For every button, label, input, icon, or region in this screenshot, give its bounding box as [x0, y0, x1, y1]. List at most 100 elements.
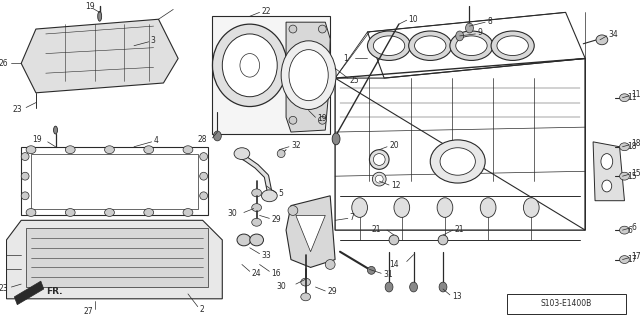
Ellipse shape	[620, 256, 629, 263]
Text: 9: 9	[477, 28, 482, 37]
Ellipse shape	[373, 36, 404, 56]
Ellipse shape	[277, 150, 285, 158]
Text: 26: 26	[0, 59, 8, 68]
Ellipse shape	[450, 31, 493, 60]
Ellipse shape	[319, 116, 326, 124]
Ellipse shape	[222, 34, 277, 97]
Ellipse shape	[183, 146, 193, 154]
Ellipse shape	[440, 148, 476, 175]
Text: 19: 19	[32, 135, 42, 145]
Text: 29: 29	[271, 215, 281, 224]
Ellipse shape	[602, 180, 612, 192]
Ellipse shape	[281, 41, 336, 109]
Text: 17: 17	[627, 255, 637, 264]
Ellipse shape	[301, 293, 310, 301]
Text: 21: 21	[455, 225, 464, 234]
Ellipse shape	[465, 23, 474, 33]
Ellipse shape	[389, 235, 399, 245]
Text: 23: 23	[13, 105, 22, 114]
Text: 20: 20	[389, 141, 399, 150]
Ellipse shape	[415, 36, 446, 56]
Text: 10: 10	[409, 15, 419, 24]
Text: 18: 18	[627, 142, 637, 151]
Text: 25: 25	[350, 76, 360, 85]
Ellipse shape	[65, 146, 75, 154]
Ellipse shape	[200, 192, 207, 200]
Ellipse shape	[497, 36, 529, 56]
Text: 33: 33	[262, 251, 271, 260]
Ellipse shape	[372, 172, 386, 186]
Ellipse shape	[183, 209, 193, 216]
Text: FR.: FR.	[45, 287, 62, 296]
Ellipse shape	[289, 25, 297, 33]
Text: 21: 21	[372, 225, 381, 234]
Ellipse shape	[234, 148, 250, 160]
Text: 12: 12	[391, 182, 401, 190]
Polygon shape	[286, 196, 335, 267]
Ellipse shape	[252, 204, 262, 211]
Text: 16: 16	[271, 269, 281, 278]
Ellipse shape	[250, 234, 264, 246]
Text: 13: 13	[452, 292, 461, 301]
Ellipse shape	[301, 278, 310, 286]
Ellipse shape	[367, 31, 411, 60]
Text: 30: 30	[276, 282, 286, 291]
Ellipse shape	[456, 36, 487, 56]
Ellipse shape	[456, 31, 463, 41]
Polygon shape	[593, 142, 625, 201]
Text: 2: 2	[200, 305, 204, 314]
Text: 5: 5	[278, 189, 283, 198]
Ellipse shape	[438, 235, 448, 245]
Text: 8: 8	[487, 17, 492, 26]
Ellipse shape	[620, 226, 629, 234]
Ellipse shape	[54, 126, 58, 134]
Ellipse shape	[289, 116, 297, 124]
Ellipse shape	[369, 150, 389, 169]
Text: S103-E1400B: S103-E1400B	[541, 299, 592, 308]
Text: 7: 7	[350, 213, 355, 222]
Ellipse shape	[375, 175, 383, 183]
Text: 23: 23	[0, 285, 8, 293]
Ellipse shape	[65, 209, 75, 216]
Ellipse shape	[21, 153, 29, 160]
Ellipse shape	[252, 189, 262, 197]
Ellipse shape	[439, 282, 447, 292]
Ellipse shape	[212, 24, 287, 107]
Text: 19: 19	[85, 2, 95, 11]
Ellipse shape	[596, 35, 608, 45]
Ellipse shape	[262, 190, 277, 202]
Bar	[31, 154, 198, 209]
Ellipse shape	[214, 131, 221, 141]
Text: 14: 14	[389, 260, 399, 269]
Text: 15: 15	[631, 169, 640, 178]
Ellipse shape	[104, 146, 115, 154]
Text: 22: 22	[262, 7, 271, 16]
Text: 27: 27	[83, 307, 93, 316]
Text: 11: 11	[631, 90, 640, 99]
Text: 30: 30	[227, 209, 237, 218]
Text: 1: 1	[343, 54, 348, 63]
Ellipse shape	[200, 153, 207, 160]
Polygon shape	[14, 281, 44, 305]
Ellipse shape	[620, 94, 629, 102]
Ellipse shape	[620, 172, 629, 180]
Bar	[26, 228, 207, 287]
Text: 24: 24	[252, 269, 261, 278]
Bar	[507, 294, 627, 314]
Polygon shape	[6, 220, 222, 299]
Text: 3: 3	[150, 36, 156, 45]
Ellipse shape	[601, 154, 612, 169]
Text: 11: 11	[627, 93, 637, 102]
Text: 15: 15	[627, 172, 637, 181]
Ellipse shape	[289, 50, 328, 101]
Ellipse shape	[98, 11, 102, 21]
Ellipse shape	[491, 31, 534, 60]
Ellipse shape	[352, 198, 367, 217]
Ellipse shape	[252, 219, 262, 226]
Text: 6: 6	[631, 223, 636, 232]
Ellipse shape	[367, 266, 375, 274]
Ellipse shape	[385, 282, 393, 292]
Polygon shape	[296, 215, 325, 252]
Ellipse shape	[373, 154, 385, 165]
Ellipse shape	[430, 140, 485, 183]
